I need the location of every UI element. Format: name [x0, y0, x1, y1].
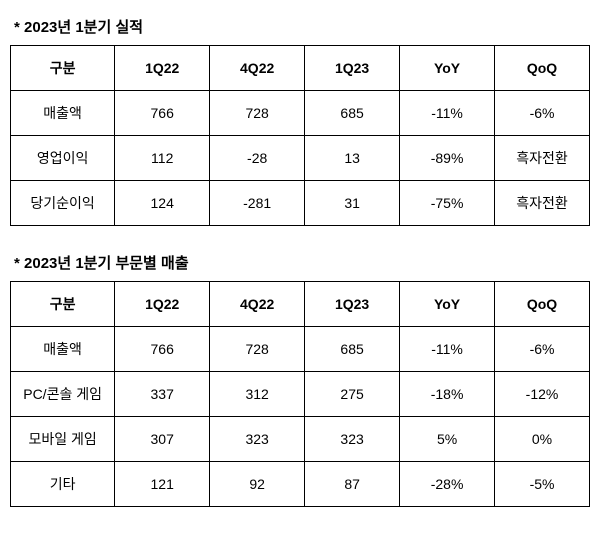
cell: -75%	[400, 181, 495, 226]
cell: -6%	[495, 327, 590, 372]
table-header-row: 구분 1Q22 4Q22 1Q23 YoY QoQ	[11, 46, 590, 91]
cell: 323	[305, 417, 400, 462]
cell: 31	[305, 181, 400, 226]
cell: -18%	[400, 372, 495, 417]
table-row: 매출액 766 728 685 -11% -6%	[11, 327, 590, 372]
col-header: YoY	[400, 46, 495, 91]
row-label: 모바일 게임	[11, 417, 115, 462]
cell: 0%	[495, 417, 590, 462]
cell: -281	[210, 181, 305, 226]
cell: -12%	[495, 372, 590, 417]
cell: 87	[305, 462, 400, 507]
cell: 685	[305, 91, 400, 136]
cell: 275	[305, 372, 400, 417]
cell: 124	[115, 181, 210, 226]
cell: 13	[305, 136, 400, 181]
row-label: 매출액	[11, 91, 115, 136]
row-label: 영업이익	[11, 136, 115, 181]
col-header: QoQ	[495, 46, 590, 91]
cell: -6%	[495, 91, 590, 136]
row-label: 당기순이익	[11, 181, 115, 226]
earnings-title: * 2023년 1분기 실적	[10, 16, 590, 37]
col-header: 4Q22	[210, 46, 305, 91]
col-header: 1Q23	[305, 282, 400, 327]
cell: 92	[210, 462, 305, 507]
segment-section: * 2023년 1분기 부문별 매출 구분 1Q22 4Q22 1Q23 YoY…	[10, 252, 590, 507]
cell: 337	[115, 372, 210, 417]
col-header: QoQ	[495, 282, 590, 327]
cell: 흑자전환	[495, 181, 590, 226]
cell: -28%	[400, 462, 495, 507]
cell: -5%	[495, 462, 590, 507]
table-row: PC/콘솔 게임 337 312 275 -18% -12%	[11, 372, 590, 417]
col-header: 구분	[11, 282, 115, 327]
cell: -89%	[400, 136, 495, 181]
cell: 685	[305, 327, 400, 372]
cell: -11%	[400, 327, 495, 372]
cell: -11%	[400, 91, 495, 136]
earnings-table: 구분 1Q22 4Q22 1Q23 YoY QoQ 매출액 766 728 68…	[10, 45, 590, 226]
col-header: 1Q23	[305, 46, 400, 91]
cell: 728	[210, 91, 305, 136]
table-row: 기타 121 92 87 -28% -5%	[11, 462, 590, 507]
col-header: 4Q22	[210, 282, 305, 327]
row-label: 기타	[11, 462, 115, 507]
table-row: 매출액 766 728 685 -11% -6%	[11, 91, 590, 136]
table-row: 모바일 게임 307 323 323 5% 0%	[11, 417, 590, 462]
cell: 121	[115, 462, 210, 507]
col-header: 1Q22	[115, 282, 210, 327]
cell: 766	[115, 91, 210, 136]
segment-title: * 2023년 1분기 부문별 매출	[10, 252, 590, 273]
cell: 흑자전환	[495, 136, 590, 181]
cell: 766	[115, 327, 210, 372]
cell: -28	[210, 136, 305, 181]
cell: 112	[115, 136, 210, 181]
segment-table: 구분 1Q22 4Q22 1Q23 YoY QoQ 매출액 766 728 68…	[10, 281, 590, 507]
table-header-row: 구분 1Q22 4Q22 1Q23 YoY QoQ	[11, 282, 590, 327]
table-row: 당기순이익 124 -281 31 -75% 흑자전환	[11, 181, 590, 226]
cell: 307	[115, 417, 210, 462]
table-row: 영업이익 112 -28 13 -89% 흑자전환	[11, 136, 590, 181]
col-header: 1Q22	[115, 46, 210, 91]
earnings-section: * 2023년 1분기 실적 구분 1Q22 4Q22 1Q23 YoY QoQ…	[10, 16, 590, 226]
cell: 5%	[400, 417, 495, 462]
col-header: 구분	[11, 46, 115, 91]
row-label: PC/콘솔 게임	[11, 372, 115, 417]
row-label: 매출액	[11, 327, 115, 372]
cell: 323	[210, 417, 305, 462]
col-header: YoY	[400, 282, 495, 327]
cell: 312	[210, 372, 305, 417]
cell: 728	[210, 327, 305, 372]
